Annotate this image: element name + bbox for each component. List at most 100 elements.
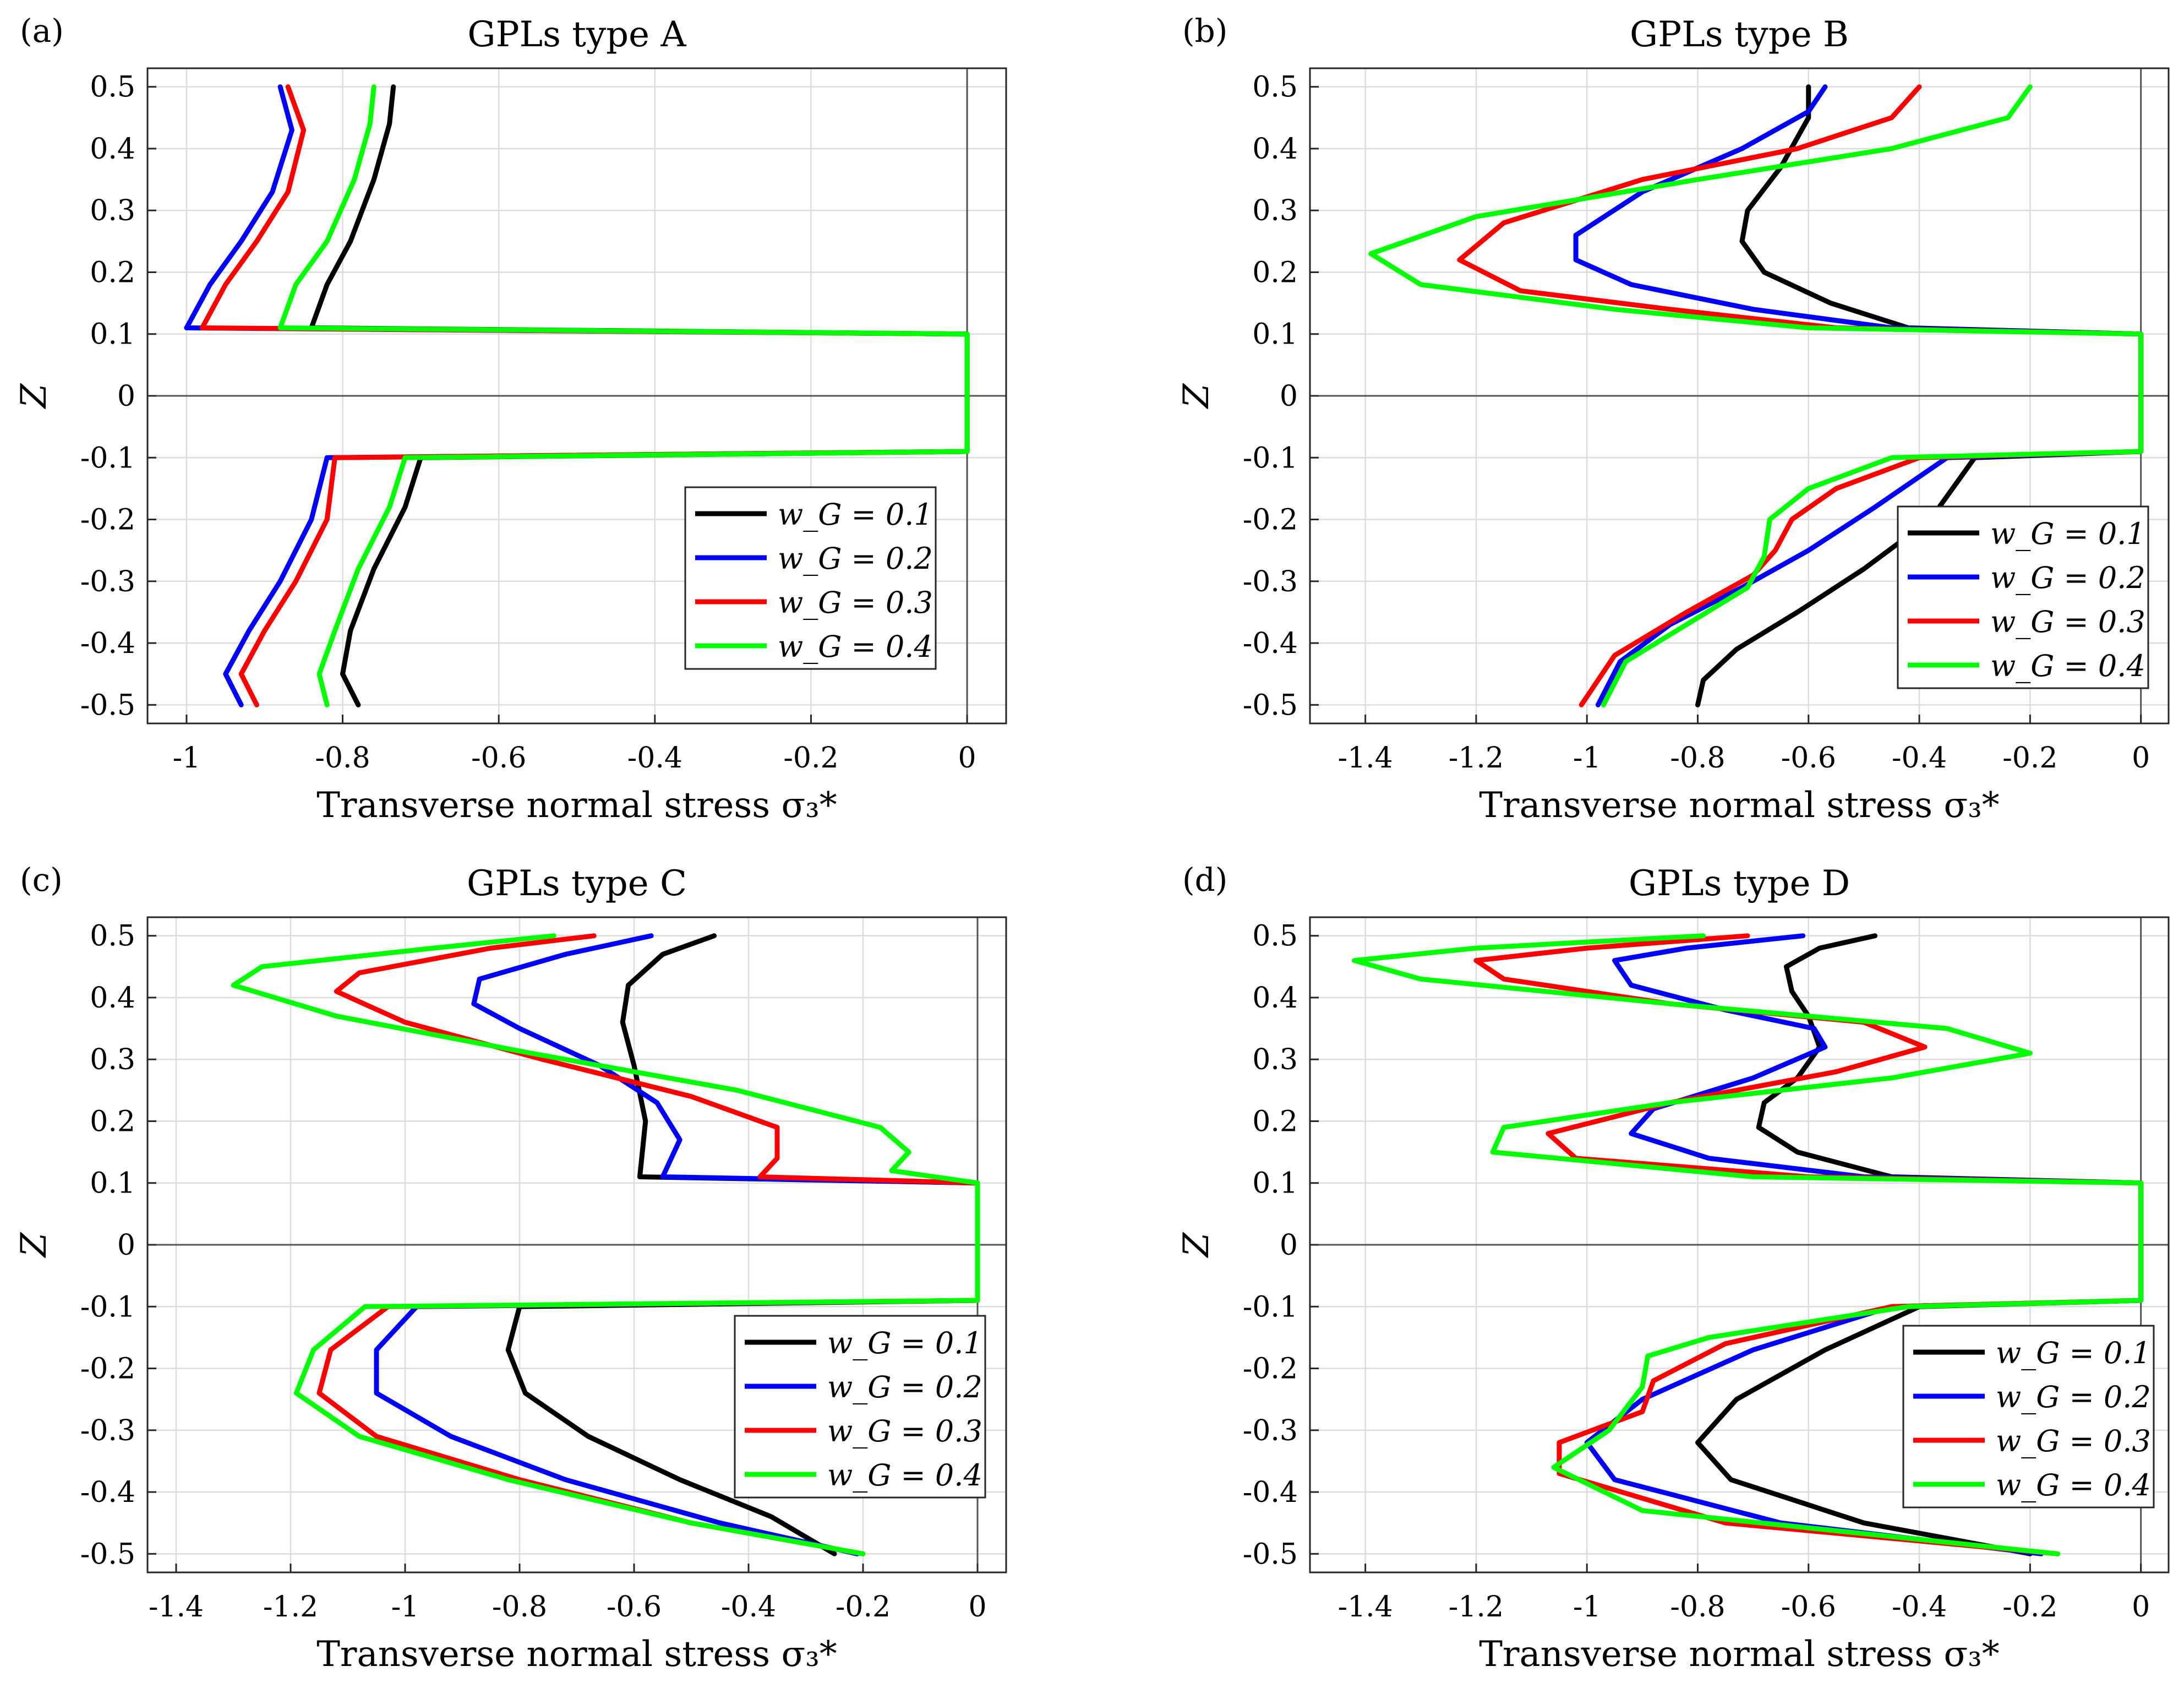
- y-axis-label-b: Z: [1176, 383, 1217, 409]
- x-tick-label-c-6: -0.2: [836, 1591, 891, 1624]
- chart-title-d: GPLs type D: [1629, 863, 1850, 904]
- series-line-c-4: [231, 933, 980, 1556]
- x-tick-label-b-7: 0: [2132, 742, 2150, 775]
- y-tick-label-c-10: 0.5: [90, 920, 135, 953]
- x-tick-label-a-1: -0.8: [315, 742, 370, 775]
- y-tick-label-c-1: -0.4: [80, 1476, 135, 1509]
- legend-entry-d-1: w_G = 0.1: [1996, 1336, 2151, 1370]
- y-tick-label-a-7: 0.2: [90, 256, 135, 289]
- y-tick-label-c-3: -0.2: [80, 1353, 135, 1386]
- x-tick-label-b-5: -0.4: [1892, 742, 1947, 775]
- x-tick-label-d-7: 0: [2132, 1591, 2150, 1624]
- legend-entry-d-3: w_G = 0.3: [1996, 1424, 2151, 1458]
- legend-box-a: [684, 486, 937, 670]
- x-tick-label-d-2: -1: [1573, 1591, 1601, 1624]
- y-tick-label-c-4: -0.1: [80, 1290, 135, 1324]
- series-line-d-4: [1352, 933, 2144, 1556]
- series-group-b: [1368, 84, 2144, 707]
- legend-entry-d-4: w_G = 0.4: [1996, 1468, 2151, 1502]
- legend-entry-b-1: w_G = 0.1: [1990, 516, 2145, 551]
- y-tick-label-b-0: -0.5: [1243, 689, 1298, 722]
- x-tick-label-d-6: -0.2: [2002, 1591, 2057, 1624]
- y-tick-label-d-5: 0: [1280, 1229, 1298, 1262]
- panel-d: -1.4 -1.2 -1 -0.8 -0.6 -0.4 -0.2 0 -0.5 -0.4 -0.3 -…: [1176, 861, 2170, 1675]
- x-axis-label-b: Transverse normal stress σ₃*: [1479, 785, 2000, 826]
- y-tick-label-b-6: 0.1: [1252, 318, 1298, 351]
- y-tick-label-d-2: -0.3: [1243, 1414, 1298, 1447]
- legend-entry-d-2: w_G = 0.2: [1996, 1380, 2151, 1414]
- y-tick-label-a-5: 0: [117, 380, 135, 413]
- x-axis-label-d: Transverse normal stress σ₃*: [1479, 1634, 2000, 1675]
- y-tick-label-a-9: 0.4: [90, 133, 135, 166]
- legend-entry-b-4: w_G = 0.4: [1990, 649, 2145, 683]
- x-tick-label-a-0: -1: [173, 742, 201, 775]
- panel-label-c: (c): [20, 861, 63, 899]
- legend-c: w_G = 0.1 w_G = 0.2 w_G = 0.3 w_G = 0.4: [734, 1315, 986, 1499]
- y-tick-label-b-1: -0.4: [1243, 627, 1298, 660]
- y-tick-label-d-3: -0.2: [1243, 1353, 1298, 1386]
- y-tick-label-d-8: 0.3: [1252, 1043, 1298, 1076]
- legend-box-b: [1897, 505, 2149, 689]
- y-axis-label-d: Z: [1176, 1232, 1217, 1258]
- x-tick-label-b-1: -1.2: [1449, 742, 1504, 775]
- legend-entry-c-1: w_G = 0.1: [827, 1326, 982, 1360]
- legend-box-c: [734, 1315, 986, 1499]
- series-line-a-4: [277, 84, 970, 707]
- y-tick-label-b-9: 0.4: [1252, 133, 1298, 166]
- legend-b: w_G = 0.1 w_G = 0.2 w_G = 0.3 w_G = 0.4: [1897, 505, 2149, 689]
- series-line-d-1: [1695, 933, 2144, 1556]
- panel-label-b: (b): [1182, 12, 1227, 50]
- x-tick-label-b-2: -1: [1573, 742, 1601, 775]
- x-tick-label-c-1: -1.2: [263, 1591, 318, 1624]
- x-tick-label-b-6: -0.2: [2002, 742, 2057, 775]
- panel-label-a: (a): [20, 12, 64, 50]
- x-tick-label-c-2: -1: [391, 1591, 419, 1624]
- x-tick-label-b-4: -0.6: [1781, 742, 1836, 775]
- legend-entry-b-3: w_G = 0.3: [1990, 605, 2145, 639]
- chart-title-a: GPLs type A: [467, 14, 686, 55]
- y-tick-label-b-4: -0.1: [1243, 442, 1298, 475]
- legend-entry-c-3: w_G = 0.3: [827, 1414, 982, 1449]
- x-tick-label-d-5: -0.4: [1892, 1591, 1947, 1624]
- series-group-a: [184, 84, 970, 707]
- x-tick-label-d-0: -1.4: [1338, 1591, 1393, 1624]
- y-tick-label-d-4: -0.1: [1243, 1290, 1298, 1324]
- x-tick-label-a-3: -0.4: [627, 742, 682, 775]
- x-tick-label-c-4: -0.6: [607, 1591, 662, 1624]
- y-axis-label-a: Z: [14, 383, 54, 409]
- y-tick-label-c-5: 0: [117, 1229, 135, 1262]
- x-tick-label-c-0: -1.4: [149, 1591, 204, 1624]
- y-tick-label-b-5: 0: [1280, 380, 1298, 413]
- legend-entry-b-2: w_G = 0.2: [1990, 560, 2145, 595]
- panel-b: -1.4 -1.2 -1 -0.8 -0.6 -0.4 -0.2 0 -0.5 -0.4 -0.3 -…: [1176, 12, 2170, 826]
- x-tick-label-c-7: 0: [968, 1591, 986, 1624]
- series-line-d-3: [1473, 933, 2144, 1556]
- series-line-c-3: [316, 933, 980, 1556]
- y-tick-label-a-3: -0.2: [80, 504, 135, 537]
- legend-box-d: [1902, 1325, 2155, 1509]
- legend-entry-c-4: w_G = 0.4: [827, 1458, 982, 1493]
- legend-entry-a-4: w_G = 0.4: [778, 629, 933, 664]
- x-tick-label-a-5: 0: [958, 742, 976, 775]
- y-tick-label-c-2: -0.3: [80, 1414, 135, 1447]
- y-tick-label-c-0: -0.5: [80, 1538, 135, 1571]
- y-tick-label-d-6: 0.1: [1252, 1167, 1298, 1200]
- y-tick-label-a-8: 0.3: [90, 194, 135, 227]
- y-tick-label-d-10: 0.5: [1252, 920, 1298, 953]
- y-tick-label-a-4: -0.1: [80, 442, 135, 475]
- series-group-d: [1352, 933, 2144, 1556]
- panel-c: -1.4 -1.2 -1 -0.8 -0.6 -0.4 -0.2 0 -0.5 -0.4 -0.3 -…: [14, 861, 1007, 1675]
- y-tick-label-b-10: 0.5: [1252, 71, 1298, 104]
- x-tick-label-b-0: -1.4: [1338, 742, 1393, 775]
- chart-title-c: GPLs type C: [467, 863, 687, 904]
- y-tick-label-d-9: 0.4: [1252, 982, 1298, 1015]
- y-tick-label-a-10: 0.5: [90, 71, 135, 104]
- y-tick-label-c-6: 0.1: [90, 1167, 135, 1200]
- y-tick-label-c-9: 0.4: [90, 982, 135, 1015]
- series-line-b-4: [1368, 84, 2144, 707]
- y-tick-label-a-2: -0.3: [80, 565, 135, 598]
- y-tick-label-a-6: 0.1: [90, 318, 135, 351]
- legend-a: w_G = 0.1 w_G = 0.2 w_G = 0.3 w_G = 0.4: [684, 486, 937, 670]
- y-tick-label-b-2: -0.3: [1243, 565, 1298, 598]
